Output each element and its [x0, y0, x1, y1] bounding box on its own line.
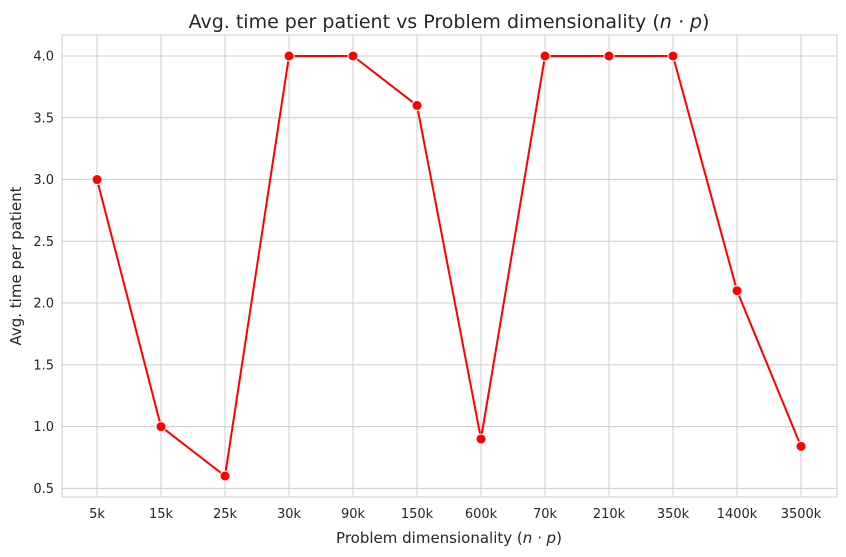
x-tick-label: 90k	[341, 507, 366, 522]
x-tick-label: 25k	[213, 507, 238, 522]
grid-layer	[62, 35, 837, 497]
data-point	[155, 421, 167, 433]
y-tick-label: 4.0	[33, 50, 54, 65]
x-tick-label: 5k	[89, 507, 105, 522]
chart-title: Avg. time per patient vs Problem dimensi…	[189, 11, 710, 33]
x-tick-label: 30k	[277, 507, 302, 522]
y-axis-label: Avg. time per patient	[7, 186, 25, 345]
data-point	[91, 174, 103, 186]
data-point	[475, 433, 487, 445]
y-tick-label: 1.0	[33, 420, 54, 435]
y-tick-label: 1.5	[33, 358, 54, 373]
series-layer	[91, 50, 807, 482]
chart-title-close: )	[702, 11, 709, 33]
x-tick-labels: 5k 15k 25k 30k 90k 150k 600k 70k 210k 350k 1400k 35…	[89, 507, 822, 522]
series-line	[96, 55, 802, 477]
x-tick-label: 210k	[593, 507, 626, 522]
x-axis-label: Problem dimensionality (n · p)	[336, 529, 562, 547]
x-tick-label: 15k	[149, 507, 174, 522]
x-tick-label: 150k	[401, 507, 434, 522]
y-tick-label: 2.5	[33, 235, 54, 250]
x-axis-label-math: n · p	[523, 529, 556, 547]
data-point	[667, 50, 679, 62]
y-tick-label: 3.5	[33, 111, 54, 126]
x-tick-label: 600k	[465, 507, 498, 522]
data-point	[219, 470, 231, 482]
x-tick-label: 70k	[533, 507, 558, 522]
y-tick-labels: 0.5 1.0 1.5 2.0 2.5 3.0 3.5 4.0	[33, 50, 54, 497]
chart-title-math: n · p	[660, 11, 702, 33]
y-tick-label: 2.0	[33, 297, 54, 312]
chart-title-text: Avg. time per patient vs Problem dimensi…	[189, 11, 660, 33]
data-point	[347, 50, 359, 62]
data-point	[539, 50, 551, 62]
y-tick-label: 3.0	[33, 173, 54, 188]
x-tick-label: 3500k	[781, 507, 822, 522]
data-point	[283, 50, 295, 62]
data-point	[731, 285, 743, 297]
y-tick-label: 0.5	[33, 482, 54, 497]
data-point	[795, 440, 807, 452]
data-point	[411, 99, 423, 111]
x-tick-label: 350k	[657, 507, 690, 522]
data-point	[603, 50, 615, 62]
x-tick-label: 1400k	[717, 507, 758, 522]
plot-frame	[61, 34, 838, 498]
x-axis-label-text: Problem dimensionality (	[336, 529, 523, 547]
x-axis-label-close: )	[556, 529, 562, 547]
